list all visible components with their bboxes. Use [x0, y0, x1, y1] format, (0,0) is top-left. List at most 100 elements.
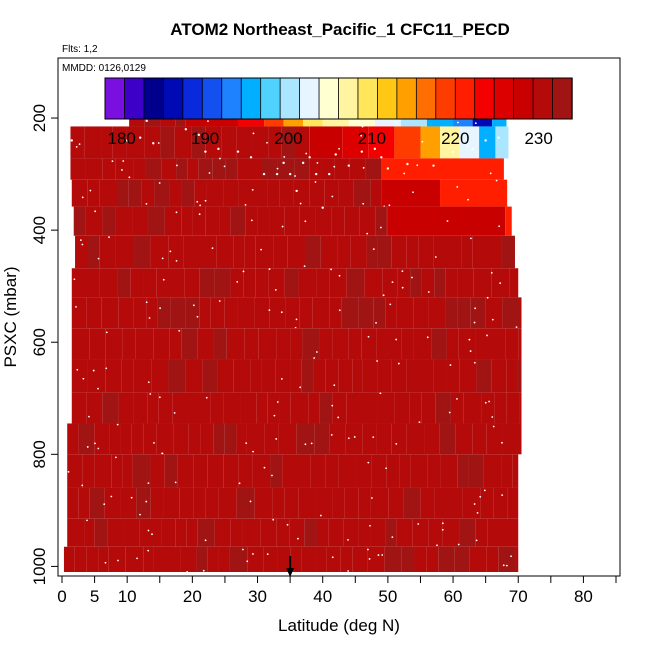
sample-point: [75, 305, 77, 308]
heatmap-cell: [302, 328, 320, 360]
sample-point: [418, 421, 421, 424]
sample-point: [469, 350, 472, 352]
sample-point: [457, 121, 459, 124]
heatmap-cell: [240, 392, 257, 424]
heatmap-cell: [251, 179, 268, 207]
heatmap-row: [71, 268, 519, 298]
sample-point: [145, 202, 148, 205]
heatmap-cell: [133, 392, 148, 424]
heatmap-cell: [450, 392, 464, 424]
colorbar-frame: [104, 77, 573, 120]
heatmap-cell: [386, 206, 388, 236]
track-point: [262, 172, 266, 176]
sample-point: [173, 412, 176, 414]
heatmap-cell: [154, 179, 170, 207]
track-point: [145, 119, 148, 123]
sample-point: [483, 489, 486, 492]
sample-point: [501, 494, 504, 496]
heatmap-cell: [179, 487, 194, 519]
heatmap-cell: [101, 297, 119, 329]
sample-point: [266, 141, 268, 144]
colorbar-tick-label: 220: [441, 129, 469, 148]
heatmap-cell: [301, 359, 314, 393]
heatmap-cell: [428, 518, 443, 547]
y-tick-label: 400: [30, 216, 49, 244]
heatmap-cell: [314, 423, 330, 455]
sample-point: [381, 554, 384, 556]
heatmap-cell: [120, 487, 137, 519]
x-tick-label: 40: [313, 587, 332, 606]
sample-point: [299, 386, 302, 389]
heatmap-cell: [85, 158, 103, 180]
heatmap-cell: [386, 454, 400, 488]
heatmap-cell: [377, 359, 392, 393]
x-tick-label: 10: [118, 587, 137, 606]
heatmap-cell: [435, 392, 451, 424]
heatmap-cell: [439, 423, 456, 455]
heatmap-cell: [117, 179, 129, 207]
sample-point: [362, 166, 365, 169]
x-tick-label: 0: [57, 587, 66, 606]
heatmap-cell: [191, 126, 206, 159]
sample-point: [242, 548, 244, 551]
heatmap-cell: [377, 235, 392, 269]
heatmap-cell: [267, 179, 280, 207]
heatmap-cell: [75, 235, 89, 269]
heatmap-cell: [221, 126, 237, 159]
heatmap-cell: [446, 359, 460, 393]
heatmap-row: [70, 157, 504, 180]
track-point: [484, 139, 487, 142]
sample-point: [178, 329, 181, 332]
sample-point: [492, 425, 495, 428]
sample-point: [367, 335, 370, 338]
heatmap-cell: [187, 158, 199, 180]
sample-point: [204, 199, 207, 202]
track-point: [406, 162, 409, 166]
heatmap-cell: [403, 487, 421, 519]
colorbar-swatch: [377, 77, 398, 120]
sample-point: [115, 456, 117, 459]
sample-point: [75, 145, 78, 148]
heatmap-row: [75, 235, 515, 269]
x-tick-label: 50: [378, 587, 397, 606]
heatmap-cell: [216, 235, 234, 269]
heatmap-cell: [213, 423, 225, 455]
sample-point: [104, 561, 107, 564]
heatmap-cell: [287, 235, 306, 269]
heatmap-cell: [338, 359, 353, 393]
colorbar-swatch: [396, 77, 418, 120]
heatmap-cell: [269, 206, 285, 236]
heatmap-cell: [118, 297, 134, 329]
track-point: [347, 164, 350, 167]
sample-point: [305, 152, 308, 155]
sample-point: [310, 442, 313, 445]
heatmap-cell: [344, 206, 360, 236]
heatmap-cell: [438, 546, 455, 572]
heatmap-cell: [440, 126, 460, 159]
heatmap-cell: [237, 297, 255, 329]
x-tick-label: 5: [90, 587, 99, 606]
heatmap-cell: [181, 206, 193, 236]
y-axis-label: PSXC (mbar): [1, 266, 20, 367]
sample-point: [372, 248, 375, 251]
sample-point: [470, 237, 472, 240]
sample-point: [250, 219, 253, 222]
colorbar-swatch: [182, 77, 203, 120]
sample-point: [272, 518, 275, 521]
sample-point: [371, 497, 373, 499]
heatmap-cell: [418, 359, 434, 393]
heatmap-cell: [501, 454, 513, 488]
heatmap-cell: [207, 454, 224, 488]
heatmap-cell: [73, 206, 86, 236]
sample-point: [159, 307, 162, 310]
track-point: [328, 172, 331, 176]
sample-point: [145, 500, 148, 503]
heatmap-cell: [381, 158, 504, 180]
heatmap-cell: [394, 126, 421, 159]
heatmap-cell: [252, 126, 269, 159]
sample-point: [194, 134, 197, 137]
heatmap-cell: [397, 268, 411, 298]
sample-point: [427, 291, 430, 293]
heatmap-cell: [375, 206, 387, 236]
heatmap-cell: [420, 126, 441, 159]
